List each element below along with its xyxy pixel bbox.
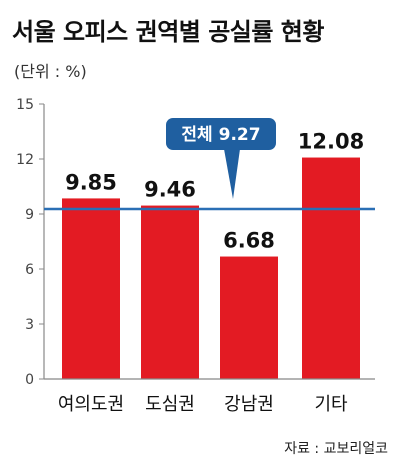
data-label: 9.46 xyxy=(144,178,196,202)
reference-callout xyxy=(166,118,276,150)
value-labels: 9.85 9.46 6.68 12.08 xyxy=(65,130,364,253)
y-axis-ticks: 0 3 6 9 12 15 xyxy=(16,97,44,388)
x-tick-label: 기타 xyxy=(314,394,348,415)
data-label: 12.08 xyxy=(298,130,364,154)
x-tick-label: 강남권 xyxy=(224,394,274,415)
bar xyxy=(302,157,360,379)
y-tick-label: 12 xyxy=(16,152,34,168)
y-tick-label: 3 xyxy=(25,317,34,333)
bar xyxy=(141,205,199,379)
y-tick-label: 15 xyxy=(16,97,34,113)
y-tick-label: 0 xyxy=(25,372,34,388)
y-tick-label: 6 xyxy=(25,262,34,278)
reference-callout-pointer xyxy=(224,149,240,200)
bar xyxy=(62,198,120,379)
bar xyxy=(220,256,278,379)
unit-label: (단위 : %) xyxy=(14,62,87,81)
bars xyxy=(62,157,360,379)
x-tick-label: 도심권 xyxy=(145,394,195,415)
category-labels: 여의도권 도심권 강남권 기타 xyxy=(58,394,348,415)
source-note: 자료 : 교보리얼코 xyxy=(284,441,388,457)
reference-label: 전체 9.27 xyxy=(181,125,260,145)
y-tick-label: 9 xyxy=(25,207,34,223)
reference-group: 전체 9.27 xyxy=(44,118,375,211)
data-label: 6.68 xyxy=(223,229,275,253)
data-label: 9.85 xyxy=(65,170,117,194)
chart-title: 서울 오피스 권역별 공실률 현황 xyxy=(12,18,324,46)
x-tick-label: 여의도권 xyxy=(58,394,124,415)
